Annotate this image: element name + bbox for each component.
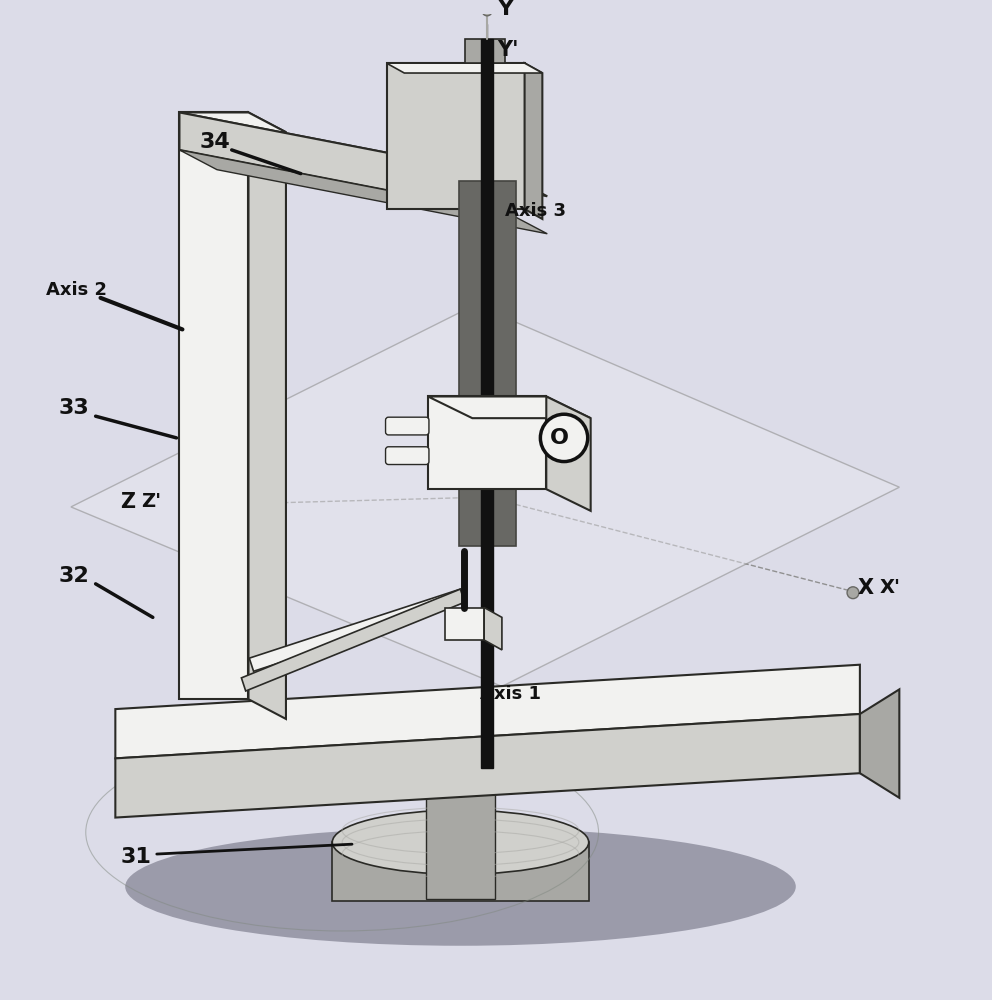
Text: Z': Z' bbox=[141, 492, 161, 511]
Circle shape bbox=[190, 498, 202, 510]
Polygon shape bbox=[481, 39, 493, 768]
Text: Y': Y' bbox=[497, 40, 519, 60]
Polygon shape bbox=[458, 181, 516, 546]
Text: 32: 32 bbox=[59, 566, 89, 586]
Polygon shape bbox=[332, 842, 588, 901]
Text: Axis 1: Axis 1 bbox=[480, 685, 542, 703]
Polygon shape bbox=[180, 112, 248, 699]
Text: X: X bbox=[858, 578, 874, 598]
Text: 34: 34 bbox=[199, 132, 230, 152]
Circle shape bbox=[847, 587, 859, 599]
Polygon shape bbox=[180, 150, 548, 234]
Text: Y: Y bbox=[497, 0, 513, 19]
Text: 33: 33 bbox=[59, 398, 89, 418]
Polygon shape bbox=[387, 63, 525, 209]
Polygon shape bbox=[428, 396, 590, 418]
Polygon shape bbox=[525, 63, 543, 219]
FancyBboxPatch shape bbox=[386, 447, 429, 465]
Polygon shape bbox=[426, 719, 495, 899]
Polygon shape bbox=[71, 305, 900, 686]
Polygon shape bbox=[180, 112, 286, 132]
Polygon shape bbox=[180, 112, 548, 196]
Ellipse shape bbox=[125, 827, 796, 946]
Polygon shape bbox=[428, 396, 547, 489]
Polygon shape bbox=[484, 608, 502, 650]
Polygon shape bbox=[249, 589, 464, 671]
Circle shape bbox=[482, 6, 492, 16]
Polygon shape bbox=[241, 589, 464, 691]
Polygon shape bbox=[387, 63, 543, 73]
Text: Axis 3: Axis 3 bbox=[505, 202, 565, 220]
Polygon shape bbox=[444, 608, 484, 640]
Text: 31: 31 bbox=[120, 847, 151, 867]
Text: Z: Z bbox=[120, 492, 135, 512]
Polygon shape bbox=[248, 112, 286, 719]
Polygon shape bbox=[465, 39, 505, 63]
Circle shape bbox=[541, 414, 587, 462]
Text: O: O bbox=[550, 428, 568, 448]
Polygon shape bbox=[180, 112, 510, 214]
Polygon shape bbox=[115, 714, 860, 818]
Text: Axis 2: Axis 2 bbox=[47, 281, 107, 299]
Text: X': X' bbox=[880, 578, 901, 597]
Ellipse shape bbox=[332, 810, 588, 874]
Polygon shape bbox=[860, 689, 900, 798]
Polygon shape bbox=[115, 665, 860, 758]
FancyBboxPatch shape bbox=[386, 417, 429, 435]
Polygon shape bbox=[547, 396, 590, 511]
